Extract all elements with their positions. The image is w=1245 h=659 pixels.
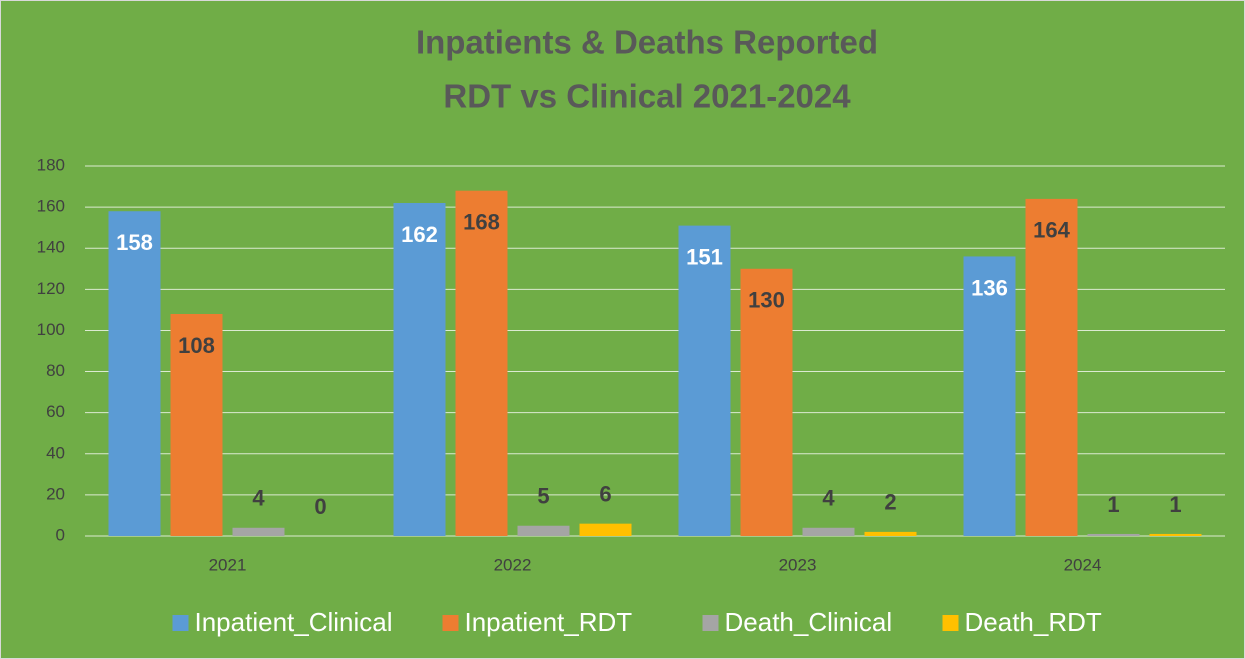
bar (455, 190, 508, 536)
bar (678, 225, 731, 536)
y-tick-label: 100 (37, 320, 65, 339)
y-tick-label: 60 (46, 402, 65, 421)
data-label: 2 (884, 490, 896, 515)
y-tick-label: 140 (37, 238, 65, 257)
bar (517, 525, 570, 536)
legend-swatch (702, 615, 719, 631)
y-tick-label: 20 (46, 484, 65, 503)
bar (393, 203, 446, 536)
y-tick-label: 0 (56, 525, 65, 544)
legend-label: Inpatient_Clinical (195, 607, 393, 637)
bar (1087, 533, 1140, 536)
x-tick-label: 2022 (494, 555, 532, 574)
x-tick-label: 2023 (779, 555, 817, 574)
legend-label: Death_RDT (965, 607, 1102, 637)
data-label: 108 (178, 333, 215, 358)
data-label: 0 (314, 494, 326, 519)
bar (802, 527, 855, 536)
bar (740, 268, 793, 536)
data-label: 5 (537, 484, 549, 509)
bar (1149, 533, 1202, 536)
legend-label: Inpatient_RDT (465, 607, 633, 637)
legend-swatch (942, 615, 959, 631)
x-tick-label: 2024 (1064, 555, 1102, 574)
data-label: 4 (822, 486, 835, 511)
bar (963, 256, 1016, 536)
y-tick-label: 180 (37, 155, 65, 174)
chart-title: RDT vs Clinical 2021-2024 (443, 78, 851, 115)
chart-title: Inpatients & Deaths Reported (416, 24, 878, 61)
y-tick-label: 40 (46, 443, 65, 462)
data-label: 1 (1107, 492, 1119, 517)
data-label: 162 (401, 222, 438, 247)
data-label: 6 (599, 481, 611, 506)
bar (864, 531, 917, 536)
data-label: 4 (252, 486, 265, 511)
data-label: 130 (748, 288, 785, 313)
bar (579, 523, 632, 536)
y-tick-label: 120 (37, 279, 65, 298)
y-tick-label: 160 (37, 197, 65, 216)
data-label: 1 (1169, 492, 1181, 517)
legend-swatch (442, 615, 459, 631)
bar (108, 211, 161, 536)
data-label: 168 (463, 209, 500, 234)
x-tick-label: 2021 (209, 555, 247, 574)
data-label: 136 (971, 275, 1008, 300)
data-label: 151 (686, 244, 723, 269)
data-label: 158 (116, 230, 153, 255)
y-tick-label: 80 (46, 361, 65, 380)
data-label: 164 (1033, 218, 1070, 243)
bar (1025, 198, 1078, 536)
legend-swatch (172, 615, 189, 631)
legend-label: Death_Clinical (725, 607, 893, 637)
bar (232, 527, 285, 536)
bar (170, 314, 223, 536)
